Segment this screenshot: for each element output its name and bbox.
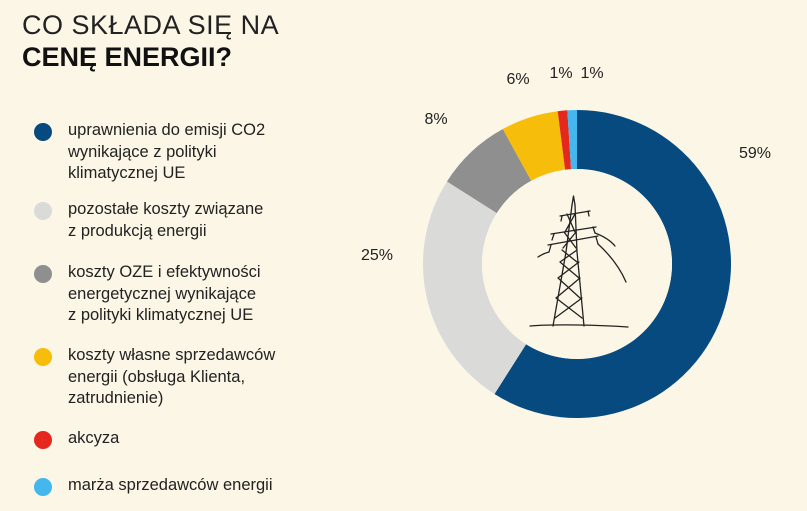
legend-dot-yellow [34,348,52,366]
donut-slice-excise [557,110,572,170]
data-label-co2: 59% [739,145,771,162]
donut-slice-co2 [494,110,731,418]
page-title-line1: CO SKŁADA SIĘ NA [22,10,280,40]
legend-dot-light-blue [34,478,52,496]
legend-dot-light-gray [34,202,52,220]
legend-item-oze: koszty OZE i efektywności energetycznej … [34,262,318,327]
donut-slice-seller-costs [502,111,566,181]
legend-item-margin: marża sprzedawców energii [34,475,318,497]
legend-item-production: pozostałe koszty związane z produkcją en… [34,199,318,242]
page-title-line2: CENĘ ENERGII? [22,42,233,72]
legend-label-margin: marża sprzedawców energii [68,476,273,494]
legend-dot-red [34,431,52,449]
legend-dot-gray [34,265,52,283]
legend-item-seller-costs: koszty własne sprzedawców energii (obsłu… [34,345,318,410]
legend-label-co2: uprawnienia do emisji CO2 wynikające z p… [68,121,266,182]
donut-slice-margin [567,110,577,170]
donut-slice-oze [446,129,532,214]
data-label-seller-costs: 6% [506,71,529,88]
data-label-oze: 8% [424,111,447,128]
legend-label-oze: koszty OZE i efektywności energetycznej … [68,263,261,324]
donut-slice-production [422,181,527,395]
data-label-production: 25% [361,247,393,264]
legend-item-excise: akcyza [34,428,318,450]
legend-label-excise: akcyza [68,429,120,447]
legend-dot-dark-blue [34,123,52,141]
data-label-excise: 1% [549,65,572,82]
legend-item-co2: uprawnienia do emisji CO2 wynikające z p… [34,120,318,185]
power-pylon-icon [529,195,629,328]
donut-labels: 59% 25% 8% 6% 1% 1% [361,65,771,264]
data-label-margin: 1% [580,65,603,82]
legend-label-seller-costs: koszty własne sprzedawców energii (obsłu… [68,346,276,407]
legend-label-production: pozostałe koszty związane z produkcją en… [68,200,264,240]
legend: uprawnienia do emisji CO2 wynikające z p… [0,0,330,511]
